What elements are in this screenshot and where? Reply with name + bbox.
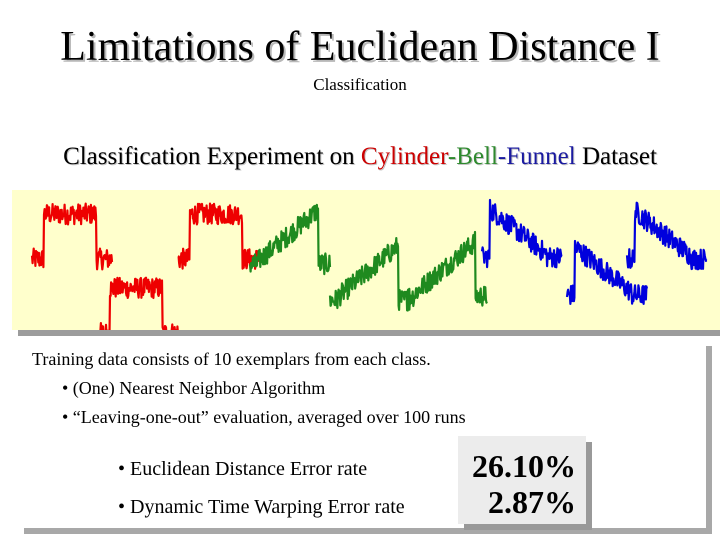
euclidean-label: • Euclidean Distance Error rate — [118, 458, 368, 480]
heading-suffix: Dataset — [575, 143, 657, 170]
dtw-value: 2.87% — [488, 484, 576, 520]
heading-prefix: Classification Experiment on — [63, 143, 361, 170]
heading-cylinder: Cylinder — [360, 143, 448, 170]
heading-dash-2: - — [497, 143, 507, 170]
experiment-heading: Classification Experiment on Cylinder-Be… — [0, 142, 720, 172]
signal-funnel-7 — [480, 198, 563, 269]
slide-title: Limitations of Euclidean Distance I — [60, 24, 660, 70]
signal-funnel-9 — [625, 201, 708, 271]
signal-cylinder-2 — [99, 276, 179, 330]
bullet-nearest-neighbor: • (One) Nearest Neighbor Algorithm — [62, 378, 326, 398]
signals-panel — [12, 190, 720, 330]
signals-plot — [30, 198, 708, 330]
results-box: 26.10% 2.87% — [458, 436, 586, 524]
euclidean-value: 26.10% — [472, 448, 576, 484]
signal-bell-6 — [405, 230, 488, 308]
signal-bell-4 — [248, 203, 332, 276]
heading-dash-1: - — [447, 143, 457, 170]
signal-cylinder-1 — [30, 202, 114, 271]
slide-subtitle: Classification — [313, 75, 407, 94]
heading-bell: Bell — [456, 143, 498, 170]
heading-funnel: Funnel — [506, 143, 576, 170]
signal-bell-5 — [328, 237, 412, 312]
bullet-leave-one-out: • “Leaving-one-out” evaluation, averaged… — [62, 407, 466, 427]
signal-cylinder-3 — [177, 202, 260, 270]
signal-funnel-8 — [565, 239, 649, 305]
training-text: Training data consists of 10 exemplars f… — [32, 349, 431, 369]
dtw-label: • Dynamic Time Warping Error rate — [118, 496, 405, 518]
